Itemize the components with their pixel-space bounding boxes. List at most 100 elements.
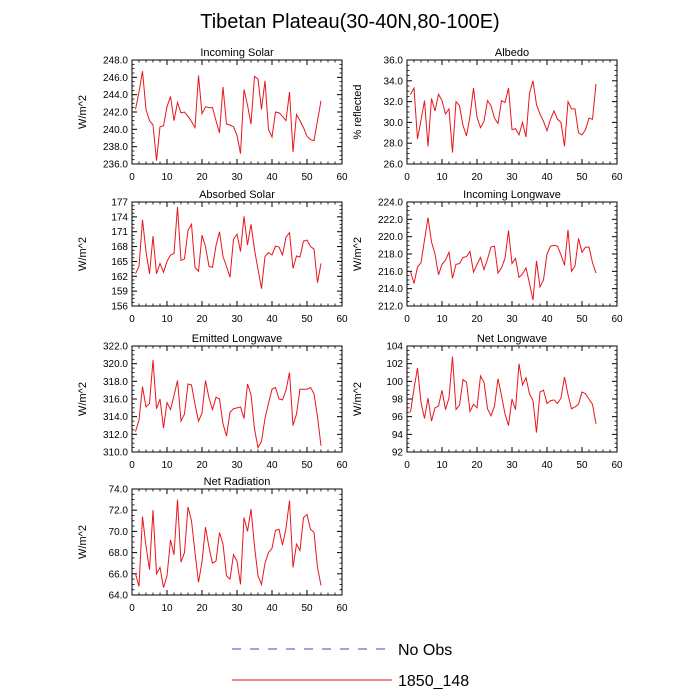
y-axis-label: % reflected [352, 84, 364, 139]
y-tick-label: 177 [111, 198, 128, 209]
y-tick-label: 222.0 [378, 215, 403, 226]
y-tick-label: 36.0 [384, 56, 404, 67]
y-tick-label: 240.0 [103, 125, 128, 136]
legend: No Obs 1850_148 [232, 642, 469, 690]
y-axis-label: W/m^2 [352, 237, 364, 271]
y-tick-label: 244.0 [103, 90, 128, 101]
x-tick-label: 20 [196, 460, 208, 471]
plot-frame [131, 345, 343, 453]
x-tick-label: 0 [404, 314, 410, 325]
y-tick-label: 168 [111, 242, 128, 253]
x-tick-label: 30 [506, 172, 518, 183]
plot-frame [406, 201, 618, 307]
x-tick-label: 30 [231, 172, 243, 183]
y-tick-label: 156 [111, 302, 128, 313]
x-tick-label: 10 [161, 172, 173, 183]
panel-5: Emitted Longwave W/m^2 0 10 20 30 40 50 60 310.0 3… [77, 333, 348, 471]
x-tick-label: 10 [161, 460, 173, 471]
series-line-1850-148 [410, 356, 597, 433]
x-tick-label: 30 [231, 314, 243, 325]
y-tick-label: 320.0 [103, 359, 128, 370]
y-tick-label: 159 [111, 287, 128, 298]
y-tick-label: 92 [392, 448, 404, 459]
legend-label-no-obs: No Obs [398, 642, 452, 659]
x-tick-label: 40 [266, 460, 278, 471]
x-tick-label: 20 [196, 314, 208, 325]
y-tick-label: 314.0 [103, 412, 128, 423]
x-tick-label: 20 [471, 172, 483, 183]
x-tick-label: 10 [436, 172, 448, 183]
y-tick-label: 220.0 [378, 232, 403, 243]
x-tick-label: 20 [471, 314, 483, 325]
panel-2: Albedo % reflected 0 10 20 30 40 50 60 26.0 28.0 30… [352, 47, 623, 183]
x-tick-label: 30 [231, 460, 243, 471]
x-tick-label: 0 [129, 603, 135, 614]
y-tick-label: 224.0 [378, 198, 403, 209]
series-line-1850-148 [410, 80, 597, 153]
x-tick-label: 40 [266, 603, 278, 614]
y-tick-label: 26.0 [384, 160, 404, 171]
y-tick-label: 322.0 [103, 342, 128, 353]
y-tick-label: 98 [392, 395, 404, 406]
y-tick-label: 30.0 [384, 118, 404, 129]
x-tick-label: 40 [266, 172, 278, 183]
y-tick-label: 74.0 [109, 485, 129, 496]
plot-frame [406, 59, 618, 165]
y-tick-label: 102 [386, 359, 403, 370]
series-line-1850-148 [135, 360, 322, 450]
y-tick-label: 238.0 [103, 142, 128, 153]
panel-title: Absorbed Solar [199, 189, 275, 201]
plot-frame [131, 201, 343, 307]
y-tick-label: 66.0 [109, 569, 129, 580]
y-tick-label: 72.0 [109, 506, 129, 517]
y-tick-label: 214.0 [378, 284, 403, 295]
y-tick-label: 64.0 [109, 591, 129, 602]
y-tick-label: 318.0 [103, 377, 128, 388]
y-tick-label: 216.0 [378, 267, 403, 278]
y-tick-label: 100 [386, 377, 403, 388]
series-line-1850-148 [135, 71, 322, 161]
y-tick-label: 104 [386, 342, 403, 353]
x-tick-label: 40 [541, 314, 553, 325]
x-tick-label: 10 [436, 460, 448, 471]
x-tick-label: 0 [129, 314, 135, 325]
y-tick-label: 171 [111, 227, 128, 238]
plot-frame [131, 488, 343, 596]
panel-title: Incoming Longwave [463, 189, 561, 201]
panel-title: Emitted Longwave [192, 333, 283, 345]
y-tick-label: 248.0 [103, 56, 128, 67]
y-axis-label: W/m^2 [77, 95, 89, 129]
series-line-1850-148 [135, 499, 322, 588]
y-tick-label: 165 [111, 257, 128, 268]
panel-1: Incoming Solar W/m^2 0 10 20 30 40 50 60 236.0 238… [77, 47, 348, 183]
x-tick-label: 0 [129, 172, 135, 183]
y-tick-label: 236.0 [103, 160, 128, 171]
x-tick-label: 10 [161, 603, 173, 614]
plot-frame [131, 59, 343, 165]
y-tick-label: 28.0 [384, 139, 404, 150]
y-tick-label: 94 [392, 430, 404, 441]
x-tick-label: 50 [576, 460, 588, 471]
x-tick-label: 50 [301, 460, 313, 471]
y-tick-label: 246.0 [103, 73, 128, 84]
x-tick-label: 10 [436, 314, 448, 325]
x-tick-label: 60 [611, 314, 623, 325]
x-tick-label: 50 [301, 603, 313, 614]
x-tick-label: 50 [301, 314, 313, 325]
y-tick-label: 174 [111, 212, 128, 223]
x-tick-label: 60 [336, 460, 348, 471]
panel-7: Net Radiation W/m^2 0 10 20 30 40 50 60 64.0 66.0 6… [77, 476, 348, 614]
x-tick-label: 0 [129, 460, 135, 471]
y-axis-label: W/m^2 [352, 382, 364, 416]
x-tick-label: 40 [541, 460, 553, 471]
panel-title: Net Longwave [477, 333, 547, 345]
panel-title: Net Radiation [204, 476, 271, 488]
x-tick-label: 0 [404, 460, 410, 471]
x-tick-label: 60 [336, 603, 348, 614]
x-tick-label: 50 [576, 172, 588, 183]
y-axis-label: W/m^2 [77, 237, 89, 271]
y-tick-label: 312.0 [103, 430, 128, 441]
series-line-1850-148 [135, 206, 322, 289]
